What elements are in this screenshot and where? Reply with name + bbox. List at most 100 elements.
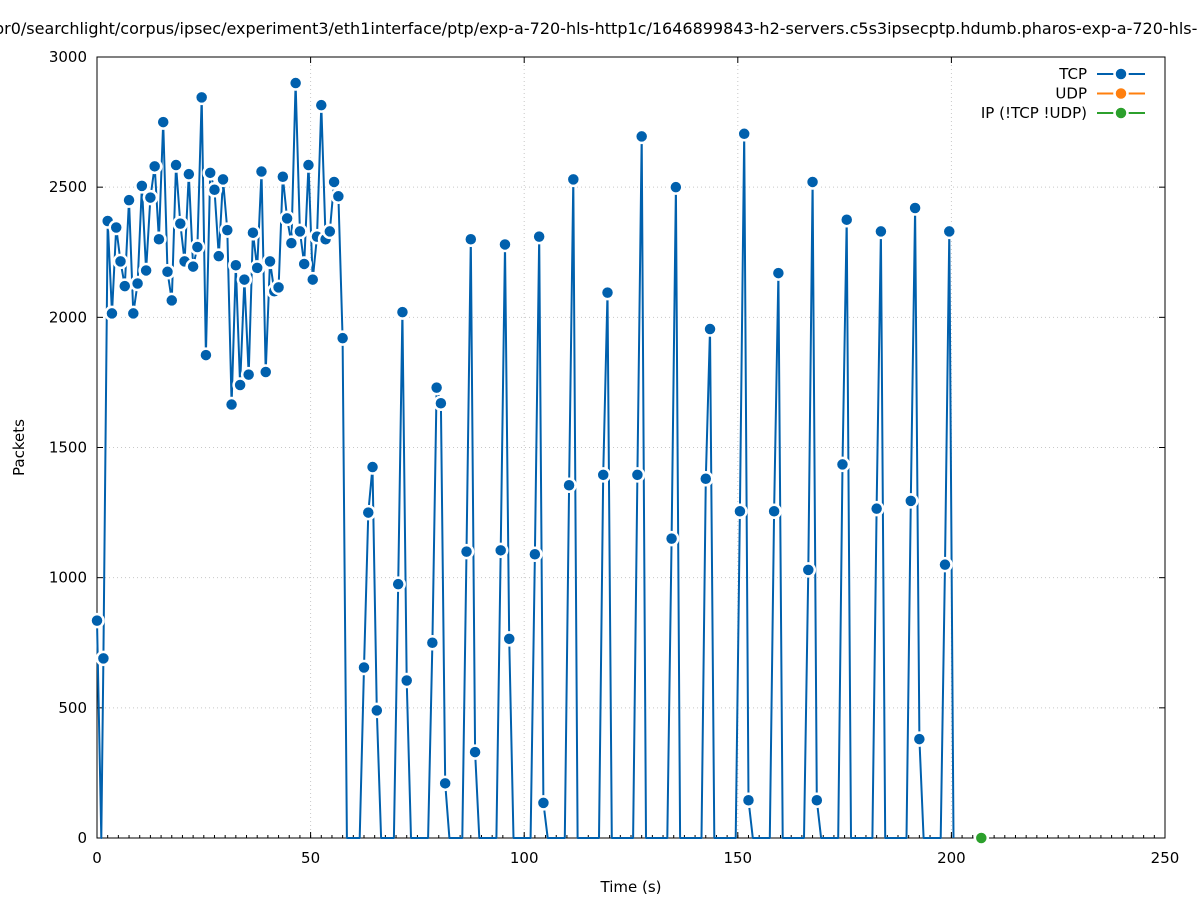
data-point — [108, 219, 124, 236]
data-point — [838, 211, 855, 228]
data-point — [257, 364, 274, 380]
data-point — [868, 500, 885, 517]
data-point — [125, 305, 142, 322]
legend-marker — [1113, 66, 1129, 82]
series-0 — [89, 75, 958, 839]
data-point — [364, 459, 381, 475]
data-point — [702, 321, 718, 337]
y-tick-label: 2000 — [49, 308, 87, 326]
data-point — [134, 178, 150, 194]
data-point — [369, 702, 385, 719]
x-axis-label: Time (s) — [600, 878, 662, 896]
data-point — [937, 556, 953, 573]
data-point — [535, 795, 552, 811]
data-point — [240, 366, 257, 383]
x-tick-label: 250 — [1151, 849, 1180, 867]
data-point — [424, 635, 441, 651]
legend-label: UDP — [1055, 85, 1087, 103]
data-point — [236, 271, 253, 288]
data-point — [698, 470, 714, 487]
y-tick-label: 2500 — [49, 178, 87, 196]
data-point — [527, 546, 543, 562]
data-point — [770, 265, 787, 281]
data-point — [565, 171, 582, 188]
data-point — [599, 284, 616, 301]
data-point — [292, 223, 308, 240]
data-point — [129, 275, 146, 292]
data-point — [95, 650, 112, 667]
data-point — [275, 169, 291, 185]
data-point — [138, 262, 154, 279]
chart-title: pr0/searchlight/corpus/ipsec/experiment3… — [0, 19, 1197, 43]
legend-label: TCP — [1058, 65, 1087, 83]
data-point — [804, 174, 821, 190]
data-point — [172, 215, 189, 232]
data-point — [215, 171, 231, 188]
data-point — [322, 223, 338, 240]
data-point — [219, 222, 236, 238]
data-point — [223, 396, 240, 413]
data-point — [151, 231, 167, 247]
data-point — [941, 223, 958, 240]
data-point — [142, 189, 159, 206]
data-point — [428, 379, 445, 396]
data-point — [287, 75, 304, 91]
x-tick-label: 150 — [723, 849, 752, 867]
data-point — [629, 467, 646, 483]
data-point — [800, 562, 817, 578]
data-point — [633, 128, 650, 145]
x-tick-label: 200 — [937, 849, 966, 867]
data-point — [189, 239, 206, 255]
data-point — [270, 279, 287, 296]
data-point — [146, 158, 163, 175]
data-point — [834, 456, 851, 473]
data-point — [181, 166, 197, 182]
data-point — [193, 89, 210, 106]
y-axis-label: Packets — [10, 419, 28, 476]
data-point — [663, 530, 680, 547]
x-tick-label: 100 — [510, 849, 539, 867]
data-point — [253, 163, 270, 180]
legend-marker — [1113, 85, 1129, 102]
data-point — [296, 256, 312, 272]
data-point — [155, 114, 171, 130]
y-tick-label: 500 — [58, 699, 87, 717]
data-point — [903, 493, 919, 509]
data-point — [907, 200, 923, 216]
data-point — [121, 192, 137, 208]
data-point — [232, 377, 248, 393]
data-point — [873, 223, 889, 240]
data-point — [668, 179, 684, 195]
data-point — [561, 477, 577, 493]
data-point — [394, 304, 411, 320]
data-point — [334, 330, 351, 346]
data-point — [185, 258, 201, 275]
data-point — [740, 792, 757, 809]
data-point — [467, 744, 483, 760]
data-point — [398, 672, 415, 689]
data-point — [458, 543, 475, 560]
data-point — [390, 576, 406, 592]
data-point — [279, 210, 295, 227]
data-point — [330, 188, 347, 205]
data-point — [211, 248, 227, 264]
data-point — [360, 504, 377, 521]
data-point — [206, 182, 223, 198]
data-point — [198, 347, 214, 363]
data-point — [104, 305, 120, 322]
y-tick-label: 3000 — [49, 48, 87, 66]
data-point — [463, 231, 479, 247]
data-point — [283, 235, 300, 251]
data-point — [437, 775, 453, 792]
data-point — [164, 292, 180, 309]
x-tick-label: 0 — [92, 849, 102, 867]
data-point — [89, 612, 105, 629]
data-point — [249, 260, 265, 276]
data-point — [497, 236, 513, 253]
data-point — [262, 253, 278, 270]
series-layer — [89, 75, 990, 846]
chart-title-text: pr0/searchlight/corpus/ipsec/experiment3… — [0, 19, 1197, 38]
